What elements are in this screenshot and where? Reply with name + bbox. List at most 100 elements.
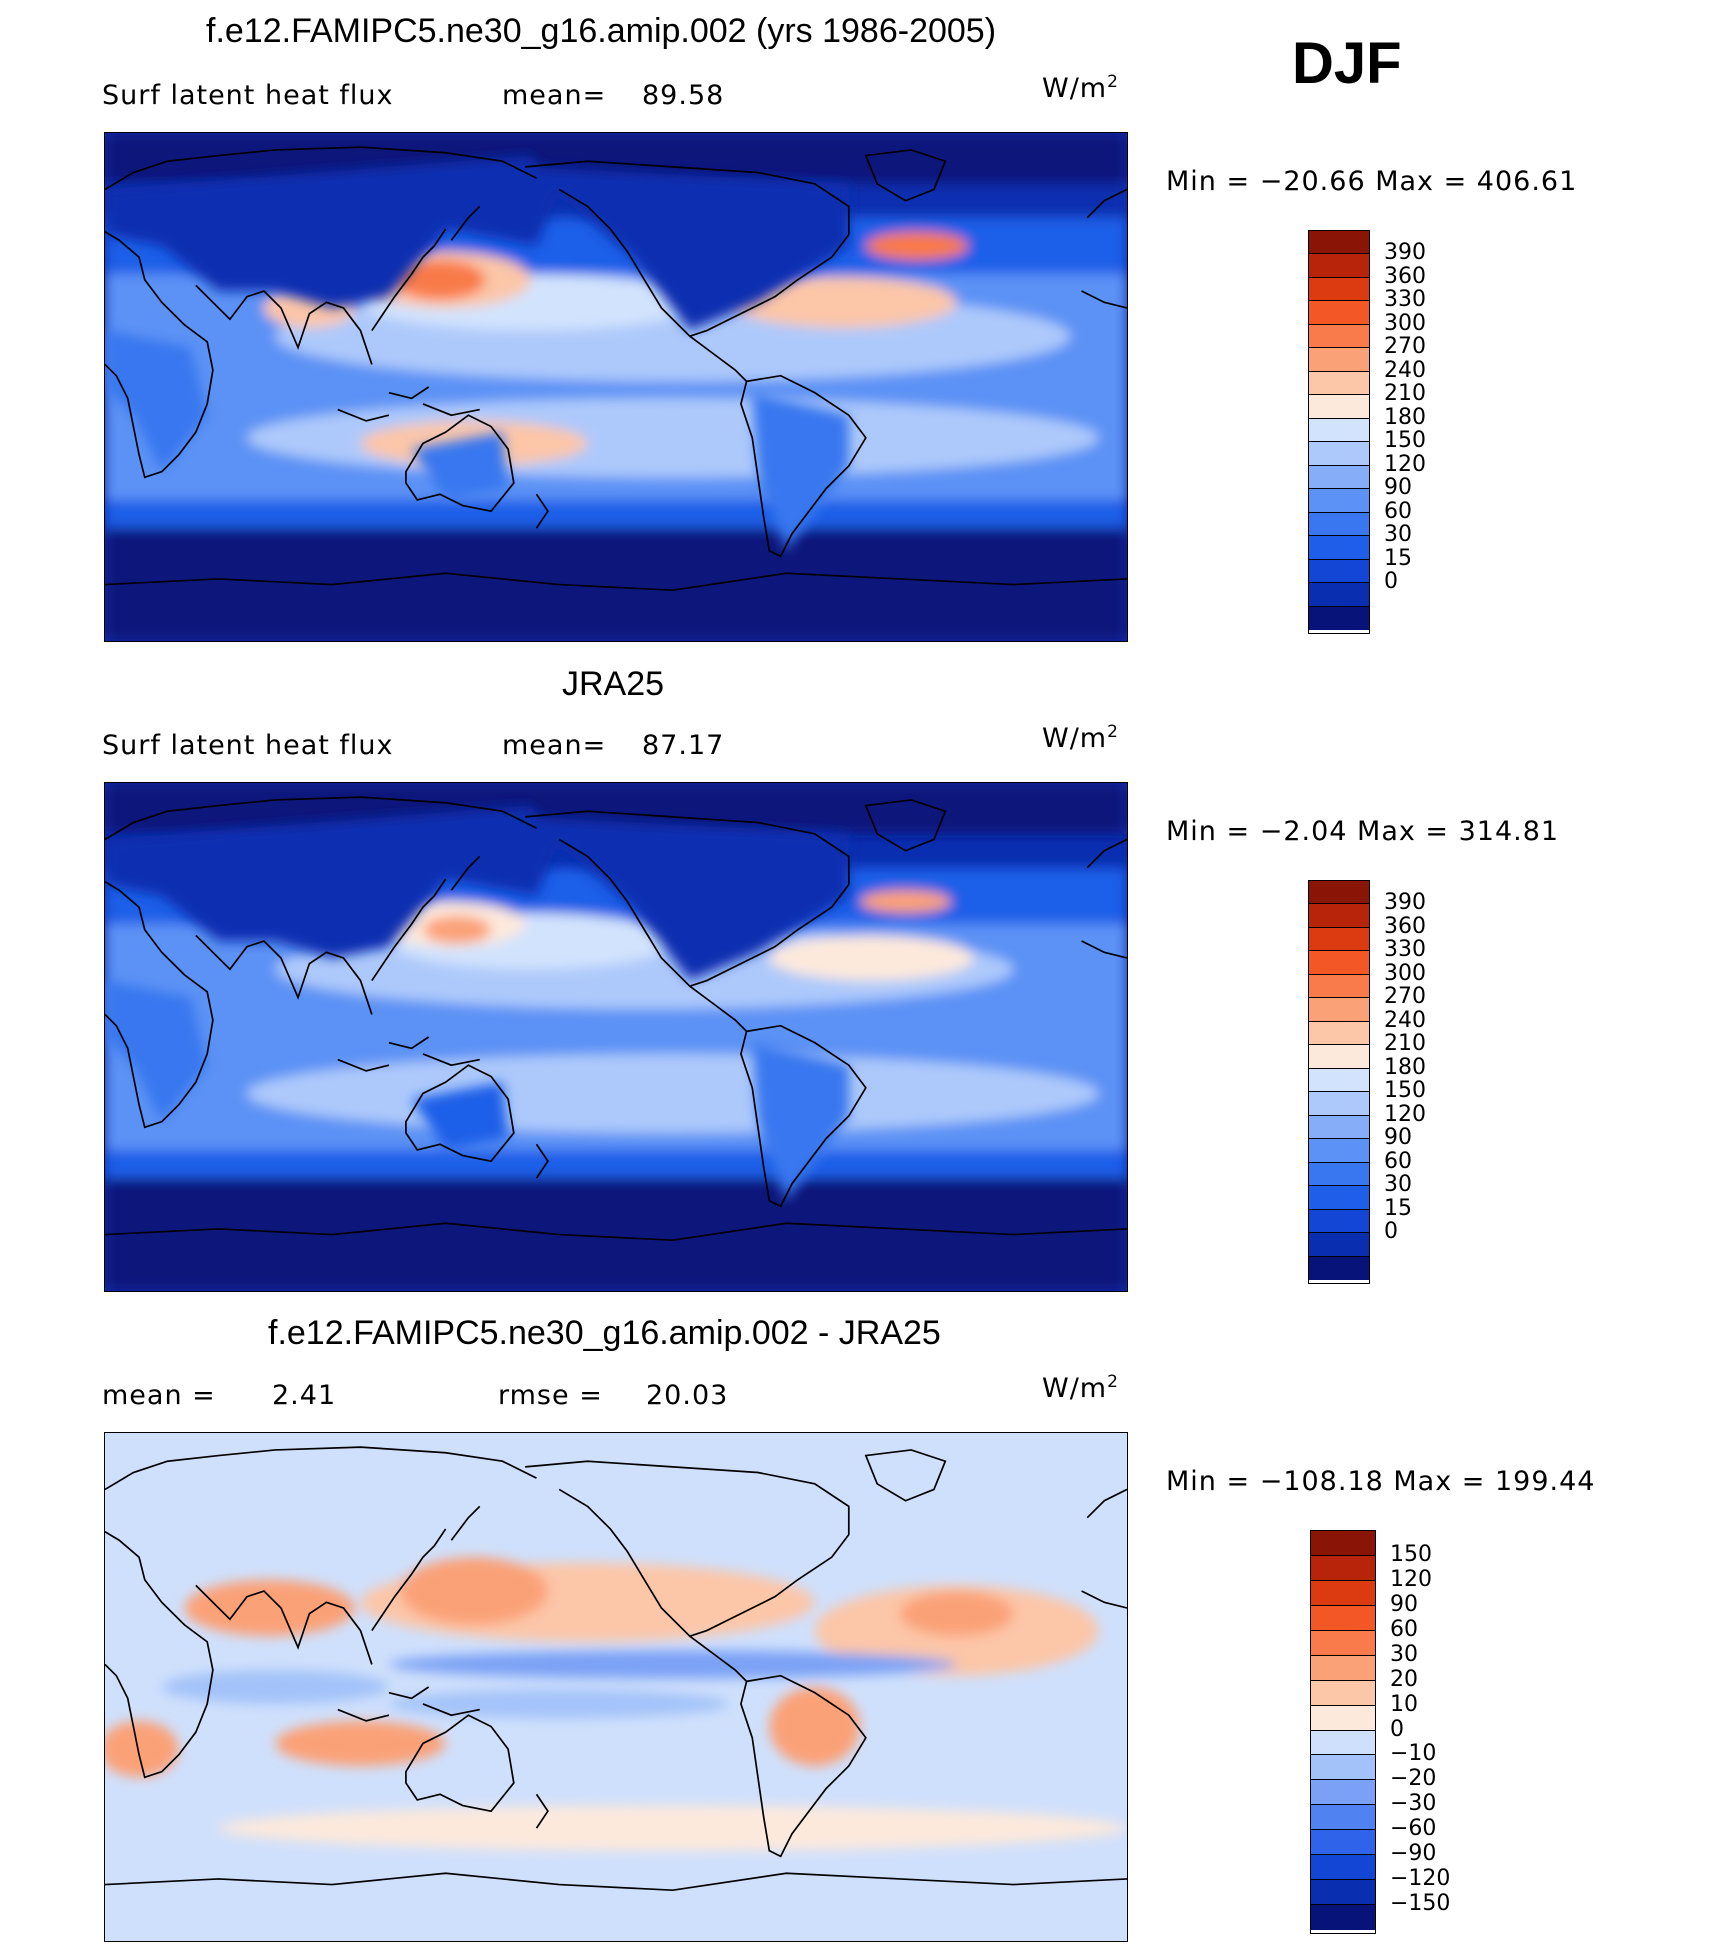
- panel-3-units: W/m2: [1042, 1372, 1119, 1404]
- colorbar-segment: [1309, 927, 1369, 952]
- panel-1-units: W/m2: [1042, 72, 1119, 104]
- colorbar-segment: [1309, 442, 1369, 466]
- colorbar-tick-label: 240: [1384, 1007, 1426, 1033]
- colorbar-segment: [1309, 1021, 1369, 1046]
- panel-2-mean-label: mean=: [502, 730, 607, 761]
- colorbar-tick-label: 90: [1384, 475, 1412, 501]
- colorbar-segment: [1311, 1730, 1375, 1756]
- colorbar-segment: [1309, 974, 1369, 999]
- colorbar-segment: [1311, 1705, 1375, 1731]
- panel-3-title: f.e12.FAMIPC5.ne30_g16.amip.002 - JRA25: [268, 1314, 941, 1352]
- colorbar-tick-label: 90: [1384, 1125, 1412, 1151]
- colorbar-segment: [1309, 1209, 1369, 1234]
- colorbar-tick-label: 60: [1390, 1616, 1418, 1642]
- colorbar-segment: [1311, 1680, 1375, 1706]
- panel-2-map-svg: [105, 783, 1127, 1291]
- panel-3-minmax: Min = −108.18 Max = 199.44: [1166, 1466, 1596, 1497]
- colorbar-segment: [1309, 1115, 1369, 1140]
- colorbar-tick-label: 180: [1384, 404, 1426, 430]
- colorbar-segment: [1309, 904, 1369, 928]
- panel-1-title: f.e12.FAMIPC5.ne30_g16.amip.002 (yrs 198…: [206, 12, 997, 50]
- colorbar-segment: [1309, 395, 1369, 419]
- colorbar-segment: [1309, 951, 1369, 975]
- colorbar-segment: [1309, 348, 1369, 372]
- colorbar-tick-label: 360: [1384, 263, 1426, 289]
- panel-2-variable-label: Surf latent heat flux: [102, 730, 394, 761]
- colorbar-tick-label: 120: [1390, 1566, 1432, 1592]
- colorbar-tick-label: 150: [1384, 428, 1426, 454]
- colorbar-segment: [1309, 301, 1369, 325]
- colorbar-tick-label: 210: [1384, 381, 1426, 407]
- colorbar-tick-label: 300: [1384, 310, 1426, 336]
- panel-2-colorbar: [1308, 880, 1370, 1284]
- colorbar-segment: [1311, 1880, 1375, 1906]
- panel-3-mean-value: 2.41: [272, 1380, 337, 1411]
- colorbar-segment: [1309, 231, 1369, 255]
- panel-2-units: W/m2: [1042, 722, 1119, 754]
- colorbar-segment: [1309, 465, 1369, 490]
- colorbar-tick-label: −10: [1390, 1741, 1437, 1767]
- panel-2-mean-value: 87.17: [642, 730, 725, 761]
- colorbar-tick-label: 15: [1384, 1195, 1412, 1221]
- colorbar-tick-label: 30: [1384, 522, 1412, 548]
- colorbar-tick-label: 60: [1384, 1148, 1412, 1174]
- colorbar-tick-label: 60: [1384, 498, 1412, 524]
- panel-1-colorbar: [1308, 230, 1370, 634]
- panel-3-rmse-value: 20.03: [646, 1380, 729, 1411]
- colorbar-tick-label: 150: [1390, 1541, 1432, 1567]
- panel-3-map: [104, 1432, 1128, 1942]
- colorbar-tick-label: 20: [1390, 1666, 1418, 1692]
- colorbar-tick-label: 0: [1384, 1219, 1398, 1245]
- colorbar-tick-label: −60: [1390, 1816, 1437, 1842]
- colorbar-tick-label: −120: [1390, 1866, 1451, 1892]
- colorbar-segment: [1309, 489, 1369, 513]
- colorbar-tick-label: 330: [1384, 287, 1426, 313]
- colorbar-tick-label: 210: [1384, 1031, 1426, 1057]
- colorbar-segment: [1309, 1068, 1369, 1093]
- colorbar-tick-label: 300: [1384, 960, 1426, 986]
- colorbar-tick-label: 30: [1384, 1172, 1412, 1198]
- colorbar-segment: [1311, 1855, 1375, 1881]
- colorbar-segment: [1309, 254, 1369, 278]
- season-label: DJF: [1292, 31, 1402, 96]
- colorbar-tick-label: 180: [1384, 1054, 1426, 1080]
- colorbar-segment: [1311, 1555, 1375, 1581]
- panel-1-minmax: Min = −20.66 Max = 406.61: [1166, 166, 1578, 197]
- colorbar-segment: [1309, 1233, 1369, 1257]
- panel-1-map: [104, 132, 1128, 642]
- colorbar-tick-label: 0: [1390, 1716, 1404, 1742]
- panel-2-map: [104, 782, 1128, 1292]
- colorbar-tick-label: 270: [1384, 334, 1426, 360]
- colorbar-segment: [1311, 1655, 1375, 1681]
- colorbar-tick-label: −90: [1390, 1841, 1437, 1867]
- panel-1-mean-value: 89.58: [642, 80, 725, 111]
- colorbar-segment: [1309, 606, 1369, 630]
- colorbar-segment: [1309, 536, 1369, 560]
- panel-2-minmax: Min = −2.04 Max = 314.81: [1166, 816, 1560, 847]
- colorbar-tick-label: 390: [1384, 240, 1426, 266]
- colorbar-tick-label: −150: [1390, 1891, 1451, 1917]
- panel-3-rmse-label: rmse =: [498, 1380, 603, 1411]
- colorbar-segment: [1309, 1162, 1369, 1187]
- panel-3-map-svg: [105, 1433, 1127, 1941]
- colorbar-segment: [1309, 324, 1369, 349]
- colorbar-segment: [1311, 1755, 1375, 1781]
- colorbar-segment: [1309, 1139, 1369, 1163]
- colorbar-segment: [1309, 1186, 1369, 1210]
- panel-1-variable-label: Surf latent heat flux: [102, 80, 394, 111]
- colorbar-segment: [1309, 881, 1369, 905]
- colorbar-segment: [1311, 1830, 1375, 1856]
- colorbar-tick-label: 120: [1384, 1101, 1426, 1127]
- colorbar-segment: [1309, 371, 1369, 396]
- colorbar-segment: [1311, 1580, 1375, 1606]
- colorbar-tick-label: 240: [1384, 357, 1426, 383]
- colorbar-segment: [1311, 1531, 1375, 1556]
- panel-3-mean-label: mean =: [102, 1380, 216, 1411]
- panel-3-colorbar: [1310, 1530, 1376, 1934]
- colorbar-tick-label: 360: [1384, 913, 1426, 939]
- colorbar-segment: [1309, 277, 1369, 302]
- panel-1-mean-label: mean=: [502, 80, 607, 111]
- colorbar-tick-label: 0: [1384, 569, 1398, 595]
- colorbar-segment: [1309, 512, 1369, 537]
- colorbar-tick-label: 330: [1384, 937, 1426, 963]
